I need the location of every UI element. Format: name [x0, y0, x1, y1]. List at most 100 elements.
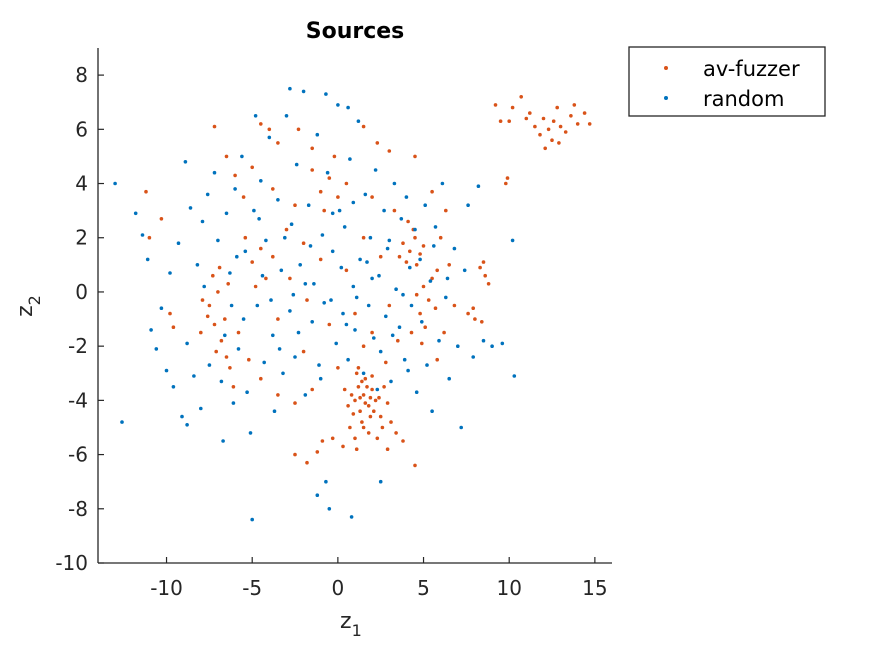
data-point: [140, 233, 145, 237]
data-point: [428, 279, 433, 283]
x-tick-label: -10: [150, 576, 183, 600]
data-point: [510, 105, 515, 110]
data-point: [168, 271, 172, 275]
data-point: [164, 368, 169, 373]
data-point: [216, 238, 220, 243]
data-point: [277, 347, 282, 351]
data-point: [228, 366, 232, 370]
data-point: [310, 387, 315, 392]
data-point: [283, 235, 287, 240]
data-point: [223, 317, 227, 321]
data-point: [425, 363, 429, 367]
data-point: [233, 187, 237, 191]
data-point: [315, 493, 320, 498]
data-point: [555, 105, 559, 110]
data-point: [442, 330, 446, 335]
data-point: [406, 219, 410, 224]
data-point: [330, 436, 335, 441]
data-point: [202, 284, 206, 289]
data-point: [462, 268, 467, 273]
data-point: [390, 333, 395, 338]
data-point: [236, 347, 241, 351]
x-tick-label: 15: [582, 576, 607, 600]
data-point: [396, 338, 400, 343]
data-point: [399, 217, 404, 221]
data-point: [368, 395, 373, 400]
data-point: [327, 507, 332, 511]
y-tick-label: -4: [68, 388, 88, 412]
data-point: [353, 436, 357, 441]
data-point: [557, 141, 561, 145]
data-point: [320, 233, 325, 237]
data-point: [284, 114, 289, 118]
data-point: [392, 181, 397, 186]
data-point: [248, 431, 253, 435]
data-point: [293, 401, 297, 405]
data-point: [310, 320, 315, 324]
data-point: [387, 238, 392, 243]
data-point: [207, 363, 212, 367]
data-point: [342, 387, 347, 392]
data-point: [418, 311, 422, 316]
data-point: [113, 181, 117, 186]
data-point: [444, 208, 448, 213]
data-point: [402, 357, 407, 362]
data-point: [348, 425, 352, 430]
x-tick-label: 0: [331, 576, 344, 600]
data-point: [224, 211, 229, 216]
data-point: [426, 298, 431, 302]
data-point: [339, 265, 344, 270]
data-point: [255, 303, 260, 308]
data-point: [382, 385, 386, 389]
data-point: [144, 189, 148, 194]
data-point: [377, 395, 381, 400]
data-point: [212, 322, 217, 327]
data-point: [176, 241, 181, 245]
data-point: [336, 195, 340, 199]
data-point: [212, 170, 217, 175]
data-point: [353, 328, 357, 332]
data-point: [317, 363, 321, 367]
data-point: [264, 276, 268, 281]
data-point: [336, 366, 340, 370]
data-point: [550, 138, 554, 142]
y-tick-label: 2: [75, 226, 88, 250]
data-point: [575, 122, 580, 126]
data-point: [259, 122, 263, 126]
data-point: [284, 227, 289, 232]
data-point: [384, 314, 388, 319]
data-point: [250, 517, 254, 522]
data-point: [363, 401, 368, 405]
data-point: [171, 325, 176, 330]
legend-label-random: random: [703, 87, 784, 111]
data-point: [456, 344, 460, 349]
data-point: [351, 284, 356, 289]
data-point: [171, 385, 176, 389]
data-point: [353, 398, 357, 403]
data-point: [303, 282, 308, 286]
data-point: [260, 273, 265, 278]
data-point: [437, 338, 441, 343]
data-point: [322, 301, 327, 305]
data-point: [257, 217, 261, 221]
data-point: [587, 122, 592, 126]
data-point: [279, 268, 284, 273]
data-point: [351, 200, 356, 205]
data-point: [240, 154, 244, 159]
data-point: [372, 336, 376, 340]
data-point: [276, 393, 280, 397]
data-point: [120, 420, 124, 424]
data-point: [296, 127, 301, 132]
data-point: [195, 263, 200, 267]
data-point: [433, 306, 438, 311]
data-point: [387, 149, 392, 153]
data-point: [298, 263, 303, 267]
data-point: [322, 208, 327, 213]
data-point: [368, 414, 373, 419]
data-point: [507, 119, 512, 123]
x-ticks: -10 -5 0 5 10 15: [150, 557, 608, 600]
data-point: [269, 298, 273, 302]
data-point: [558, 124, 563, 129]
data-point: [480, 320, 484, 324]
